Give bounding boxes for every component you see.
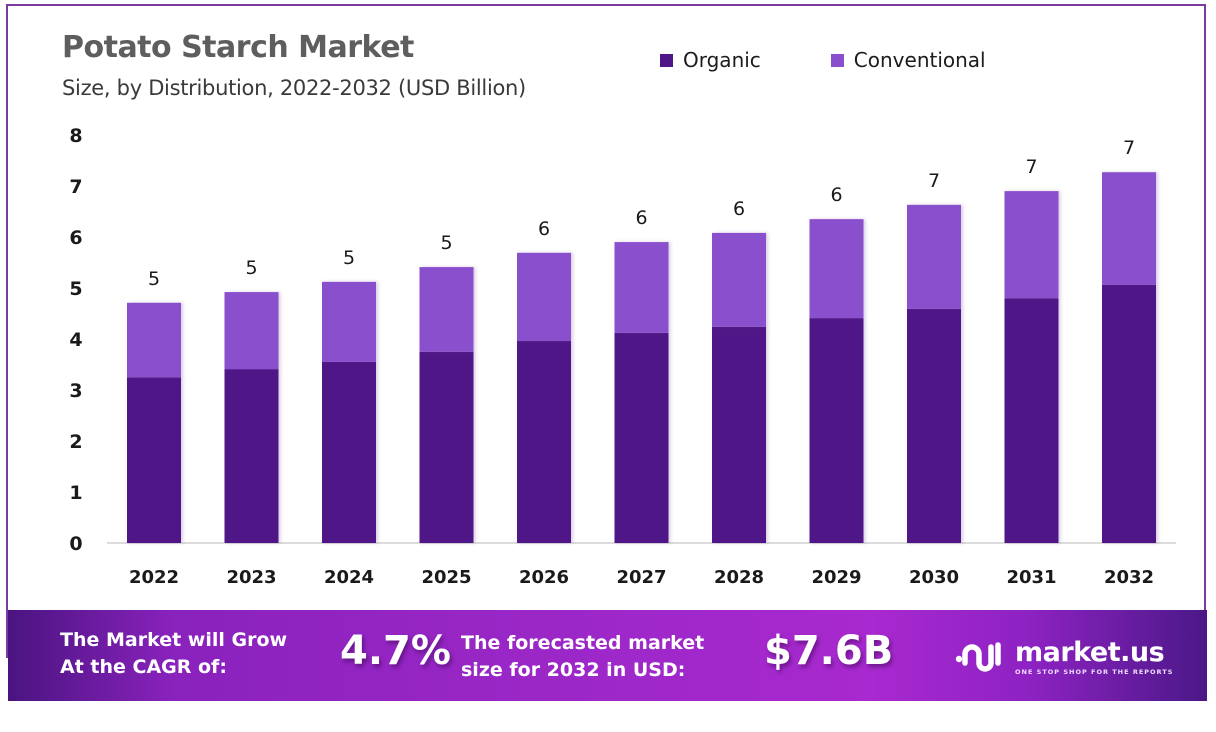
y-tick-label: 0 <box>69 533 82 555</box>
bar-conventional-2023 <box>224 292 279 370</box>
x-axis: 2022 2023 2024 2025 2026 2027 2028 2029 2030 2031… <box>129 567 1154 588</box>
data-label-2026: 6 <box>538 218 550 240</box>
bar-conventional-2032 <box>1102 172 1156 285</box>
y-tick-label: 4 <box>69 329 82 351</box>
bar-organic-2029 <box>809 318 864 543</box>
x-tick-label: 2029 <box>811 567 861 588</box>
chart-title: Potato Starch Market <box>62 30 414 65</box>
bar-group-2022 <box>127 302 181 543</box>
bar-group-2024 <box>322 281 376 543</box>
bar-conventional-2025 <box>419 267 474 352</box>
bar-organic-2030 <box>907 308 961 543</box>
x-tick-label: 2024 <box>324 567 374 588</box>
data-label-2028: 6 <box>733 198 745 220</box>
data-label-2027: 6 <box>635 207 647 229</box>
x-tick-label: 2032 <box>1104 567 1154 588</box>
market-us-logo: market.us ONE STOP SHOP FOR THE REPORTS <box>953 637 1173 677</box>
y-tick-label: 6 <box>69 227 82 249</box>
logo-tagline: ONE STOP SHOP FOR THE REPORTS <box>1015 667 1174 676</box>
bar-organic-2025 <box>419 351 474 543</box>
bar-organic-2024 <box>322 361 376 543</box>
bar-group-2031 <box>1004 191 1059 543</box>
bars: 5 5 5 5 6 6 6 6 7 7 7 <box>127 137 1156 543</box>
forecast-label-line2: size for 2032 in USD: <box>461 659 686 681</box>
x-tick-label: 2026 <box>519 567 569 588</box>
summary-banner <box>8 610 1207 701</box>
data-label-2030: 7 <box>928 170 940 192</box>
bar-group-2028 <box>712 232 766 543</box>
chart-subtitle: Size, by Distribution, 2022-2032 (USD Bi… <box>62 76 526 100</box>
legend-label-organic: Organic <box>683 48 761 72</box>
data-label-2023: 5 <box>245 257 257 279</box>
data-label-2024: 5 <box>343 247 355 269</box>
bar-conventional-2030 <box>907 204 961 309</box>
y-axis: 0 1 2 3 4 5 6 7 8 <box>69 125 82 555</box>
x-tick-label: 2025 <box>421 567 471 588</box>
y-tick-label: 8 <box>69 125 82 147</box>
legend-swatch-organic <box>660 53 673 67</box>
forecast-value: $7.6B <box>764 628 894 674</box>
bar-organic-2031 <box>1004 298 1059 543</box>
legend-item-organic: Organic <box>660 48 761 72</box>
bar-conventional-2022 <box>127 302 181 378</box>
data-label-2029: 6 <box>830 184 842 206</box>
x-tick-label: 2022 <box>129 567 179 588</box>
legend-label-conventional: Conventional <box>853 48 986 72</box>
x-tick-label: 2030 <box>909 567 959 588</box>
bar-conventional-2028 <box>712 232 766 327</box>
cagr-label: The Market will Grow At the CAGR of: <box>60 627 287 681</box>
forecast-label-line1: The forecasted market <box>461 632 705 654</box>
y-tick-label: 5 <box>69 278 82 300</box>
data-label-2032: 7 <box>1123 137 1135 159</box>
forecast-label: The forecasted market size for 2032 in U… <box>461 630 704 684</box>
x-tick-label: 2023 <box>226 567 276 588</box>
x-tick-label: 2031 <box>1006 567 1056 588</box>
data-label-2031: 7 <box>1025 156 1037 178</box>
chart-legend: Organic Conventional <box>660 48 1056 72</box>
y-tick-label: 7 <box>69 176 82 198</box>
bar-organic-2022 <box>127 377 181 543</box>
y-tick-label: 3 <box>69 380 82 402</box>
legend-swatch-conventional <box>830 53 844 67</box>
bar-organic-2032 <box>1102 284 1156 543</box>
logo-text: market.us ONE STOP SHOP FOR THE REPORTS <box>1015 636 1174 676</box>
cagr-value: 4.7% <box>340 628 451 674</box>
bar-group-2023 <box>224 292 279 543</box>
x-tick-label: 2027 <box>616 567 666 588</box>
bar-organic-2027 <box>614 332 669 543</box>
bar-group-2025 <box>419 267 474 543</box>
market-us-logo-icon <box>955 642 1001 672</box>
bar-conventional-2026 <box>517 252 571 342</box>
bar-conventional-2031 <box>1004 191 1059 299</box>
x-tick-label: 2028 <box>714 567 764 588</box>
legend-item-conventional: Conventional <box>830 48 986 72</box>
y-tick-label: 2 <box>69 431 82 453</box>
bar-organic-2028 <box>712 326 766 543</box>
logo-name: market.us <box>1015 636 1165 668</box>
bar-group-2032 <box>1102 172 1156 543</box>
bar-group-2027 <box>614 242 669 543</box>
data-label-2022: 5 <box>148 268 160 290</box>
bar-conventional-2024 <box>322 281 376 362</box>
bar-conventional-2027 <box>614 242 669 333</box>
bar-organic-2023 <box>224 369 279 543</box>
bar-conventional-2029 <box>809 219 864 319</box>
data-label-2025: 5 <box>440 232 452 254</box>
cagr-label-line2: At the CAGR of: <box>60 656 227 678</box>
cagr-label-line1: The Market will Grow <box>60 629 288 651</box>
bar-group-2026 <box>517 252 571 543</box>
bar-group-2029 <box>809 219 864 543</box>
y-tick-label: 1 <box>69 482 82 504</box>
bar-organic-2026 <box>517 341 571 543</box>
bar-group-2030 <box>907 204 961 543</box>
